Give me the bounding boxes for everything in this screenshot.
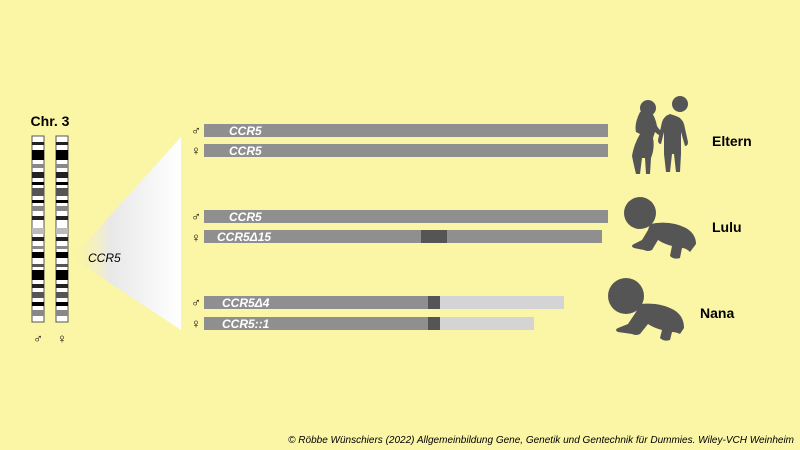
group-name: Nana [700,305,734,321]
chromosome-band [56,310,68,316]
allele-label: CCR5 [229,144,262,158]
group-name: Eltern [712,133,752,149]
chromosome-band [56,302,68,306]
chromosome-band [56,270,68,280]
chromosome-band [56,292,68,298]
zoom-wedge [72,137,181,330]
gene-bar [204,124,608,137]
deletion-mark [421,230,447,243]
chromosome-band [56,188,68,196]
chromosome-band [32,200,44,203]
chromosome-band [32,142,44,145]
group-nana: ♂ CCR5Δ4 ♀ CCR5::1 Nana [191,278,734,341]
chromosome-band [56,246,68,249]
allele-symbol: ♀ [191,316,201,331]
allele-label: CCR5 [229,210,262,224]
chromosome-band [56,200,68,203]
chromosome-band [32,182,44,185]
allele-symbol: ♂ [191,295,201,310]
chromosome-band [32,246,44,249]
chromosome-band [56,182,68,185]
gene-bar [204,210,608,223]
chromosome-band [32,237,44,241]
group-eltern: ♂ CCR5 ♀ CCR5 Eltern [191,96,752,174]
chromosome-band [56,284,68,288]
chromosome-band [32,302,44,306]
chromosome-band [56,172,68,178]
allele-label: CCR5 [229,124,262,138]
chromosome-band [56,164,68,168]
chromosome-band [32,150,44,160]
copyright-credit: © Röbbe Wünschiers (2022) Allgemeinbildu… [288,435,794,446]
chromosome-band [56,142,68,145]
allele-label: CCR5Δ15 [217,230,271,244]
chromosome-male-symbol: ♂ [33,331,43,346]
chromosome-band [32,252,44,258]
group-lulu: ♂ CCR5 ♀ CCR5Δ15 Lulu [191,197,742,259]
parents-silhouette-icon [632,96,688,174]
baby-nana-silhouette-icon [608,278,684,341]
chromosome-title: Chr. 3 [31,113,70,129]
allele-symbol: ♀ [191,230,201,245]
allele-label: CCR5Δ4 [222,296,270,310]
chromosome-right [55,135,69,323]
baby-lulu-silhouette-icon [624,197,696,259]
chromosome-band [56,264,68,267]
chromosome-band [56,237,68,241]
gene-bar [204,144,608,157]
group-name: Lulu [712,219,742,235]
allele-symbol: ♂ [191,123,201,138]
chromosome-right-bands [56,142,68,316]
chromosome-band [32,164,44,168]
chromosome-left [31,135,45,323]
mutation-mark [428,296,440,309]
gene-bar [204,230,602,243]
chromosome-female-symbol: ♀ [57,331,67,346]
chromosome-band [32,216,44,220]
chromosome-band [32,228,44,234]
chromosome-left-bands [32,142,44,316]
chromosome-band [32,172,44,178]
chromosome-band [56,228,68,234]
chromosome-band [32,292,44,298]
allele-symbol: ♂ [191,209,201,224]
chromosome-band [56,216,68,220]
chromosome-band [32,310,44,316]
chromosome-band [32,206,44,211]
chromosome-band [32,284,44,288]
mutation-mark [428,317,440,330]
chromosome-band [32,188,44,196]
chromosome-band [32,264,44,267]
zoom-gene-label: CCR5 [88,251,121,265]
chromosome-panel: Chr. 3 ♂ ♀ CCR5 [31,113,181,346]
gene-bar [204,317,428,330]
allele-label: CCR5::1 [222,317,270,331]
non-functional-segment [440,296,564,309]
chromosome-band [56,206,68,211]
allele-symbol: ♀ [191,143,201,158]
chromosome-band [32,270,44,280]
chromosome-band [56,150,68,160]
chromosome-band [56,252,68,258]
non-functional-segment [440,317,534,330]
gene-bar [204,296,428,309]
